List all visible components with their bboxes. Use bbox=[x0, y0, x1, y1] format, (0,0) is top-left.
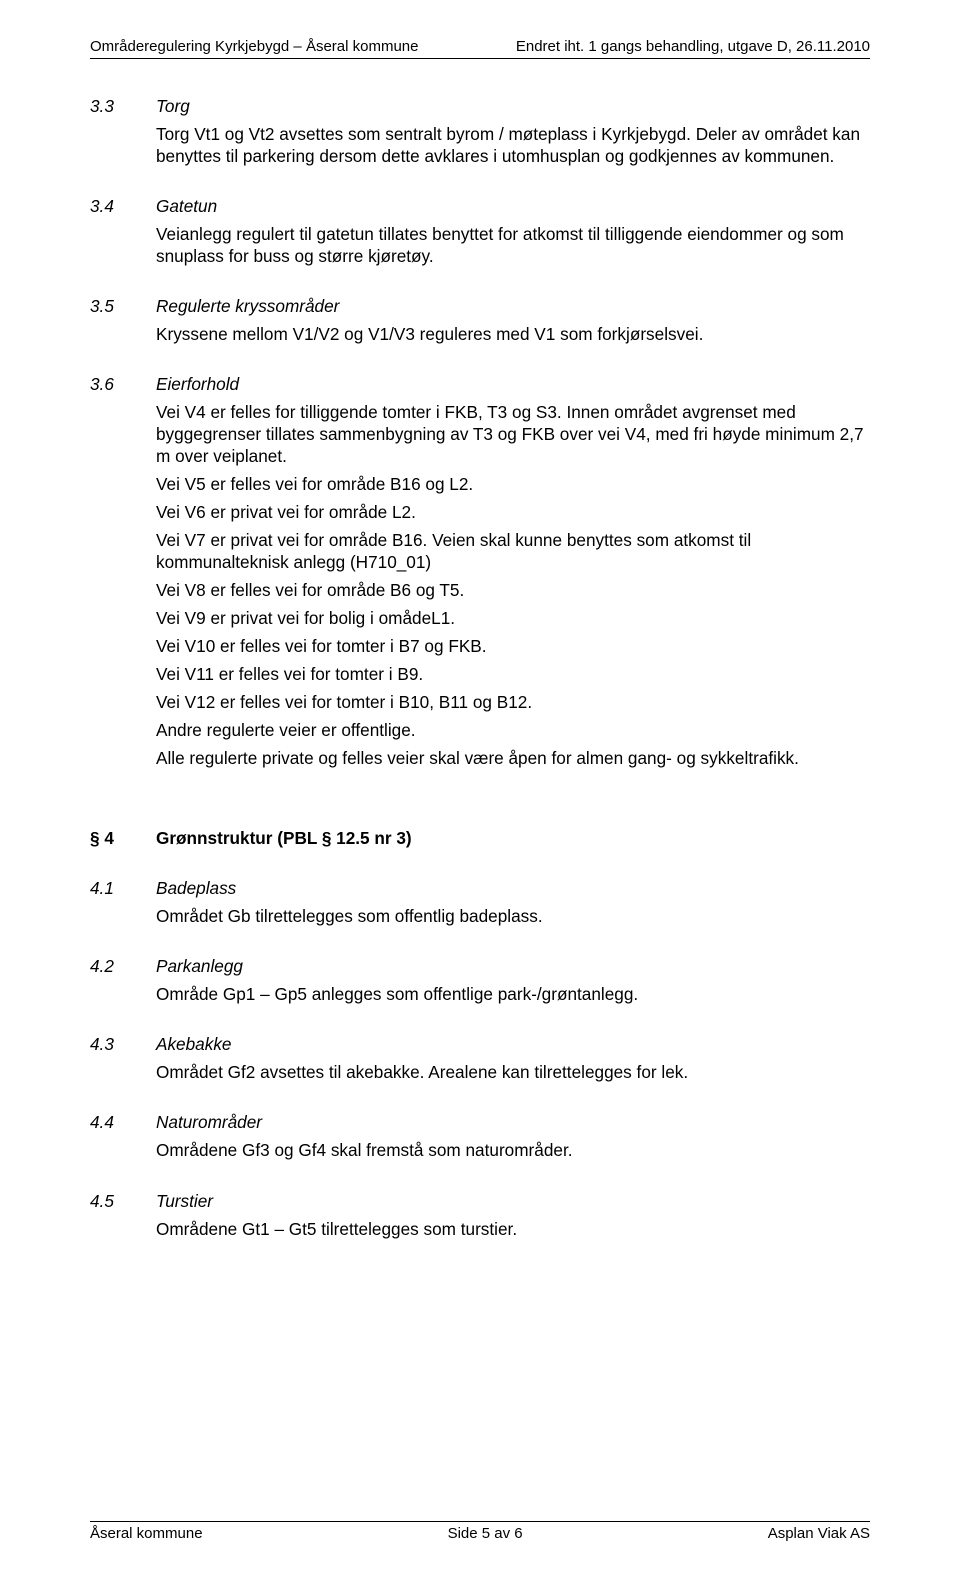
paragraph: Områdene Gt1 – Gt5 tilrettelegges som tu… bbox=[156, 1218, 870, 1240]
section-number: 3.4 bbox=[90, 195, 156, 273]
section-body: Torg Torg Vt1 og Vt2 avsettes som sentra… bbox=[156, 95, 870, 173]
paragraph: Vei V5 er felles vei for område B16 og L… bbox=[156, 473, 870, 495]
section-number: 4.1 bbox=[90, 877, 156, 933]
section-title: Turstier bbox=[156, 1190, 870, 1212]
section-title: Eierforhold bbox=[156, 373, 870, 395]
paragraph: Vei V9 er privat vei for bolig i omådeL1… bbox=[156, 607, 870, 629]
section-title: Akebakke bbox=[156, 1033, 870, 1055]
section-title: Gatetun bbox=[156, 195, 870, 217]
section-number: 3.6 bbox=[90, 373, 156, 775]
page-footer: Åseral kommune Side 5 av 6 Asplan Viak A… bbox=[90, 1521, 870, 1542]
header-right: Endret iht. 1 gangs behandling, utgave D… bbox=[516, 38, 870, 55]
section-3-6: 3.6 Eierforhold Vei V4 er felles for til… bbox=[90, 373, 870, 775]
section-body: Grønnstruktur (PBL § 12.5 nr 3) bbox=[156, 827, 870, 855]
section-4-4: 4.4 Naturområder Områdene Gf3 og Gf4 ska… bbox=[90, 1111, 870, 1167]
paragraph: Veianlegg regulert til gatetun tillates … bbox=[156, 223, 870, 267]
paragraph: Område Gp1 – Gp5 anlegges som offentlige… bbox=[156, 983, 870, 1005]
footer-center: Side 5 av 6 bbox=[448, 1525, 523, 1542]
section-title: Parkanlegg bbox=[156, 955, 870, 977]
paragraph: Vei V8 er felles vei for område B6 og T5… bbox=[156, 579, 870, 601]
section-body: Parkanlegg Område Gp1 – Gp5 anlegges som… bbox=[156, 955, 870, 1011]
footer-left: Åseral kommune bbox=[90, 1525, 203, 1542]
paragraph: Vei V10 er felles vei for tomter i B7 og… bbox=[156, 635, 870, 657]
paragraph: Området Gb tilrettelegges som offentlig … bbox=[156, 905, 870, 927]
section-body: Eierforhold Vei V4 er felles for tilligg… bbox=[156, 373, 870, 775]
paragraph: Torg Vt1 og Vt2 avsettes som sentralt by… bbox=[156, 123, 870, 167]
section-title: Grønnstruktur (PBL § 12.5 nr 3) bbox=[156, 827, 870, 849]
section-title: Naturområder bbox=[156, 1111, 870, 1133]
spacer bbox=[90, 797, 870, 827]
paragraph: Vei V4 er felles for tilliggende tomter … bbox=[156, 401, 870, 467]
section-3-4: 3.4 Gatetun Veianlegg regulert til gatet… bbox=[90, 195, 870, 273]
section-number: 4.5 bbox=[90, 1190, 156, 1246]
footer-right: Asplan Viak AS bbox=[768, 1525, 870, 1542]
section-number: 4.4 bbox=[90, 1111, 156, 1167]
section-3-3: 3.3 Torg Torg Vt1 og Vt2 avsettes som se… bbox=[90, 95, 870, 173]
section-number: 3.3 bbox=[90, 95, 156, 173]
section-number: 4.2 bbox=[90, 955, 156, 1011]
section-body: Gatetun Veianlegg regulert til gatetun t… bbox=[156, 195, 870, 273]
section-body: Akebakke Området Gf2 avsettes til akebak… bbox=[156, 1033, 870, 1089]
page-header: Områderegulering Kyrkjebygd – Åseral kom… bbox=[90, 38, 870, 58]
paragraph: Alle regulerte private og felles veier s… bbox=[156, 747, 870, 769]
paragraph: Vei V12 er felles vei for tomter i B10, … bbox=[156, 691, 870, 713]
header-rule bbox=[90, 58, 870, 59]
paragraph: Andre regulerte veier er offentlige. bbox=[156, 719, 870, 741]
paragraph: Vei V11 er felles vei for tomter i B9. bbox=[156, 663, 870, 685]
section-title: Torg bbox=[156, 95, 870, 117]
section-4: § 4 Grønnstruktur (PBL § 12.5 nr 3) bbox=[90, 827, 870, 855]
section-body: Turstier Områdene Gt1 – Gt5 tilrettelegg… bbox=[156, 1190, 870, 1246]
paragraph: Kryssene mellom V1/V2 og V1/V3 reguleres… bbox=[156, 323, 870, 345]
paragraph: Området Gf2 avsettes til akebakke. Areal… bbox=[156, 1061, 870, 1083]
section-3-5: 3.5 Regulerte kryssområder Kryssene mell… bbox=[90, 295, 870, 351]
header-left: Områderegulering Kyrkjebygd – Åseral kom… bbox=[90, 38, 418, 55]
section-4-3: 4.3 Akebakke Området Gf2 avsettes til ak… bbox=[90, 1033, 870, 1089]
section-body: Naturområder Områdene Gf3 og Gf4 skal fr… bbox=[156, 1111, 870, 1167]
paragraph: Vei V7 er privat vei for område B16. Vei… bbox=[156, 529, 870, 573]
section-number: § 4 bbox=[90, 827, 156, 855]
section-number: 3.5 bbox=[90, 295, 156, 351]
footer-row: Åseral kommune Side 5 av 6 Asplan Viak A… bbox=[90, 1521, 870, 1542]
page: Områderegulering Kyrkjebygd – Åseral kom… bbox=[0, 0, 960, 1584]
section-body: Regulerte kryssområder Kryssene mellom V… bbox=[156, 295, 870, 351]
section-body: Badeplass Området Gb tilrettelegges som … bbox=[156, 877, 870, 933]
section-number: 4.3 bbox=[90, 1033, 156, 1089]
section-4-2: 4.2 Parkanlegg Område Gp1 – Gp5 anlegges… bbox=[90, 955, 870, 1011]
section-title: Badeplass bbox=[156, 877, 870, 899]
section-4-1: 4.1 Badeplass Området Gb tilrettelegges … bbox=[90, 877, 870, 933]
paragraph: Områdene Gf3 og Gf4 skal fremstå som nat… bbox=[156, 1139, 870, 1161]
paragraph: Vei V6 er privat vei for område L2. bbox=[156, 501, 870, 523]
document-body: 3.3 Torg Torg Vt1 og Vt2 avsettes som se… bbox=[90, 95, 870, 1246]
section-title: Regulerte kryssområder bbox=[156, 295, 870, 317]
section-4-5: 4.5 Turstier Områdene Gt1 – Gt5 tilrette… bbox=[90, 1190, 870, 1246]
